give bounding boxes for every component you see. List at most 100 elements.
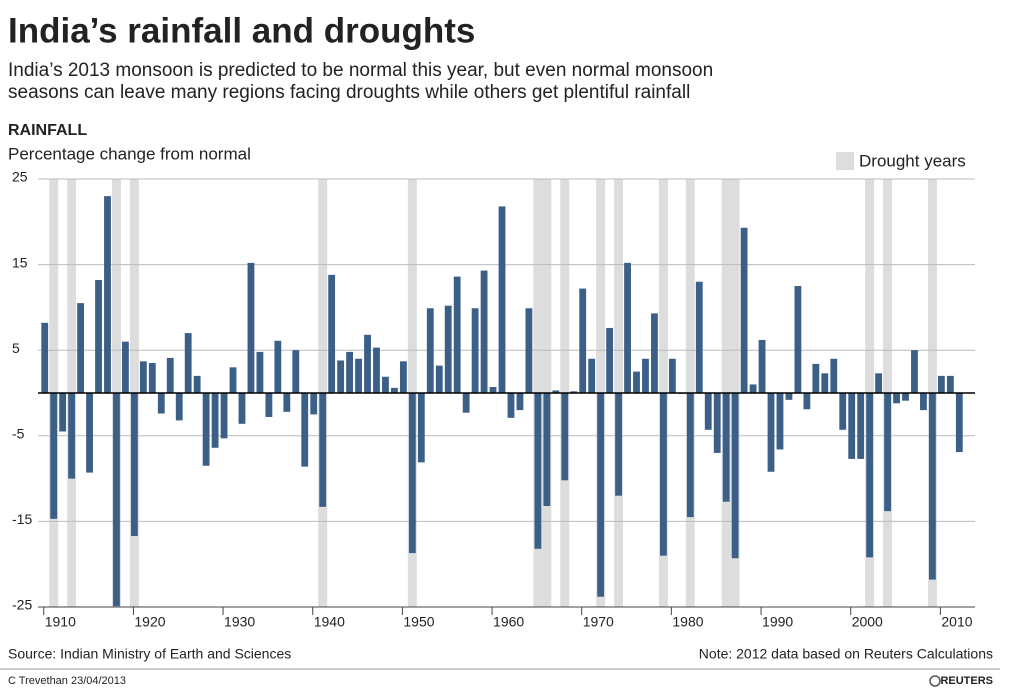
bar bbox=[588, 358, 596, 393]
bar bbox=[346, 351, 353, 393]
bar bbox=[148, 363, 156, 393]
bar bbox=[292, 350, 300, 393]
bar bbox=[740, 227, 748, 393]
bar bbox=[364, 334, 371, 393]
bar bbox=[373, 347, 380, 393]
logo: REUTERS bbox=[940, 675, 993, 687]
bar bbox=[113, 393, 120, 607]
subtitle: India’s 2013 monsoon is predicted to be … bbox=[8, 60, 713, 81]
bar bbox=[382, 376, 389, 393]
bar bbox=[462, 393, 470, 413]
bar bbox=[408, 393, 416, 554]
bar bbox=[758, 339, 766, 393]
x-tick-label: 1990 bbox=[762, 614, 793, 630]
logo-icon bbox=[929, 675, 941, 687]
x-tick-label: 1950 bbox=[403, 614, 434, 630]
bar bbox=[552, 390, 560, 393]
chart-title: India’s rainfall and droughts bbox=[8, 11, 475, 50]
bar bbox=[534, 393, 542, 549]
bar bbox=[166, 357, 174, 393]
bar bbox=[570, 391, 578, 393]
y-tick-label: -5 bbox=[12, 426, 25, 442]
bar bbox=[937, 375, 945, 393]
bar bbox=[686, 393, 694, 518]
y-tick-label: -15 bbox=[12, 511, 32, 527]
y-tick-label: -25 bbox=[12, 597, 32, 613]
y-axis-label: Percentage change from normal bbox=[8, 144, 251, 163]
bar bbox=[902, 393, 909, 401]
x-tick-label: 2010 bbox=[941, 614, 972, 630]
note: Note: 2012 data based on Reuters Calcula… bbox=[699, 646, 993, 662]
bar bbox=[516, 393, 524, 411]
bar bbox=[426, 308, 434, 393]
bar bbox=[525, 308, 533, 393]
bar bbox=[274, 340, 282, 393]
bar bbox=[139, 361, 147, 393]
bar bbox=[157, 393, 165, 414]
bar bbox=[561, 393, 569, 481]
bar bbox=[543, 393, 551, 506]
bar bbox=[77, 303, 84, 393]
x-tick-label: 1910 bbox=[45, 614, 76, 630]
bar bbox=[175, 393, 183, 421]
x-tick-label: 1970 bbox=[583, 614, 614, 630]
bar bbox=[337, 360, 345, 393]
bar bbox=[507, 393, 515, 418]
bar bbox=[256, 351, 264, 393]
y-tick-label: 15 bbox=[12, 254, 28, 270]
x-tick-label: 1980 bbox=[672, 614, 703, 630]
bar bbox=[86, 393, 93, 473]
bar bbox=[749, 384, 757, 393]
bar bbox=[202, 393, 210, 466]
bar bbox=[839, 393, 847, 430]
bar bbox=[238, 393, 246, 424]
bar bbox=[301, 393, 309, 467]
bar bbox=[722, 393, 730, 502]
bar bbox=[866, 393, 874, 558]
bar bbox=[597, 393, 605, 597]
bar bbox=[220, 393, 228, 439]
bar bbox=[893, 393, 900, 404]
bar bbox=[946, 375, 954, 393]
bar bbox=[310, 393, 318, 415]
bar bbox=[480, 270, 488, 393]
bar bbox=[319, 393, 327, 507]
bar bbox=[633, 371, 640, 393]
credit: C Trevethan 23/04/2013 bbox=[8, 675, 126, 687]
y-tick-label: 25 bbox=[12, 169, 28, 185]
bar bbox=[651, 313, 658, 393]
bar bbox=[184, 333, 192, 393]
bar bbox=[875, 373, 883, 393]
bar bbox=[193, 375, 201, 393]
bar bbox=[642, 358, 649, 393]
bar bbox=[444, 305, 452, 393]
bar bbox=[695, 281, 703, 393]
bar bbox=[668, 358, 676, 393]
bar bbox=[767, 393, 775, 472]
bar bbox=[41, 322, 49, 393]
bar bbox=[68, 393, 76, 479]
bar bbox=[104, 196, 111, 393]
x-tick-label: 2000 bbox=[852, 614, 883, 630]
bar bbox=[211, 393, 219, 448]
bar bbox=[713, 393, 721, 453]
legend-label: Drought years bbox=[859, 151, 966, 170]
bar bbox=[857, 393, 865, 459]
bar bbox=[355, 358, 362, 393]
bar bbox=[130, 393, 138, 536]
bar bbox=[812, 363, 820, 393]
bar bbox=[498, 206, 506, 393]
bar bbox=[731, 393, 739, 559]
bar bbox=[59, 393, 67, 432]
bar bbox=[704, 393, 712, 430]
bar bbox=[391, 387, 398, 393]
bar bbox=[660, 393, 667, 556]
bar bbox=[821, 373, 829, 393]
bar bbox=[606, 327, 614, 393]
bar bbox=[453, 276, 461, 393]
bar bbox=[884, 393, 891, 512]
bar bbox=[247, 262, 255, 393]
bar bbox=[794, 286, 802, 393]
bar bbox=[471, 308, 479, 393]
